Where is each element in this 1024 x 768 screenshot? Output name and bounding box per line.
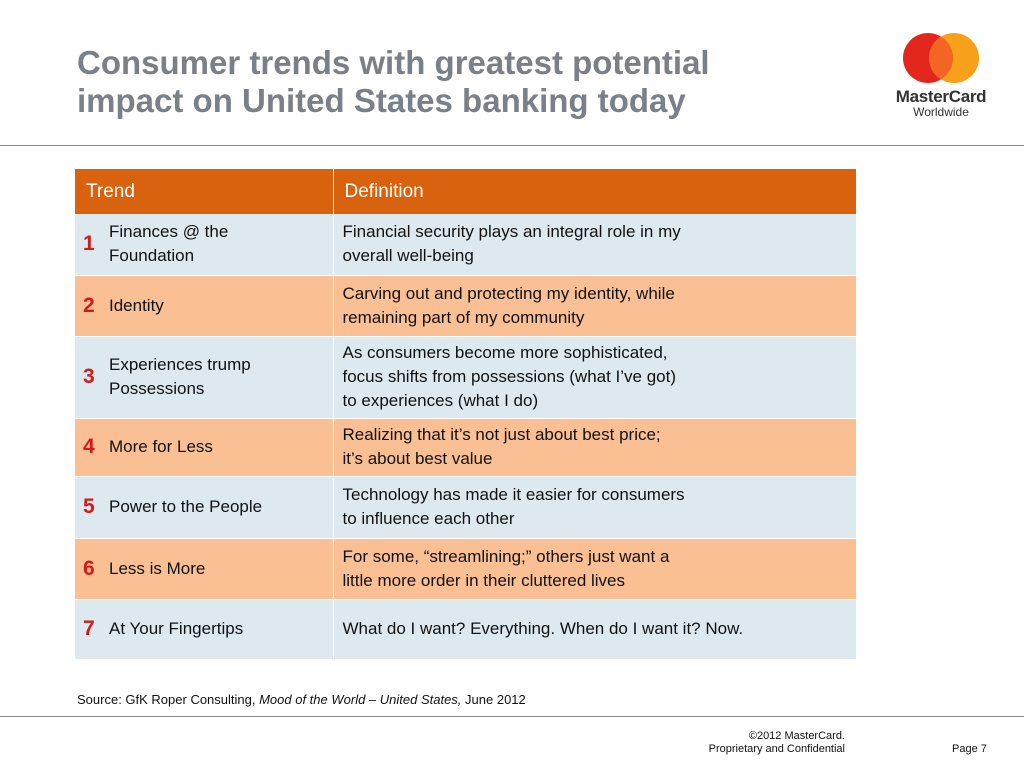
trend-number: 5 xyxy=(83,495,95,518)
trend-number: 1 xyxy=(83,232,95,256)
trend-name: Finances @ the Foundation xyxy=(105,220,228,268)
trend-name-line: At Your Fingertips xyxy=(109,619,244,638)
definition-cell: Realizing that it’s not just about best … xyxy=(333,418,856,477)
trend-name-line: Foundation xyxy=(109,246,195,266)
definition-line: remaining part of my community xyxy=(342,307,585,327)
source-title: Mood of the World – United States, xyxy=(259,692,462,707)
definition-cell: Financial security plays an integral rol… xyxy=(333,214,856,276)
slide-title-line-1: Consumer trends with greatest potential xyxy=(77,44,710,81)
header-divider xyxy=(0,145,1024,146)
trend-cell: 5 Power to the People xyxy=(75,476,334,539)
definition-line: For some, “streamlining;” others just wa… xyxy=(342,546,670,566)
header-trend: Trend xyxy=(75,169,334,214)
table-row: 6 Less is More For some, “streamlining;”… xyxy=(75,538,856,600)
table-row: 3 Experiences trump Possessions As consu… xyxy=(75,336,856,419)
slide-title: Consumer trends with greatest potential … xyxy=(77,44,797,120)
definition-line: What do I want? Everything. When do I wa… xyxy=(342,619,744,638)
trend-name-line: Possessions xyxy=(109,379,205,398)
trend-cell: 1 Finances @ the Foundation xyxy=(75,214,334,276)
definition-cell: For some, “streamlining;” others just wa… xyxy=(333,538,856,600)
trend-name: At Your Fingertips xyxy=(105,617,243,641)
definition-line: As consumers become more sophisticated, xyxy=(342,343,668,362)
definition-line: Realizing that it’s not just about best … xyxy=(342,425,661,444)
table-header-row: Trend Definition xyxy=(75,169,856,214)
confidential-line: Proprietary and Confidential xyxy=(708,743,845,755)
definition-cell: Carving out and protecting my identity, … xyxy=(333,275,856,337)
footer-divider xyxy=(0,716,1024,717)
source-prefix: Source: GfK Roper Consulting, xyxy=(77,692,260,707)
trend-name-line: Less is More xyxy=(109,558,206,578)
table-row: 2 Identity Carving out and protecting my… xyxy=(75,275,856,337)
mastercard-circles-icon xyxy=(903,33,979,83)
definition-line: to influence each other xyxy=(342,509,515,528)
slide-title-line-2: impact on United States banking today xyxy=(77,82,686,119)
table-row: 1 Finances @ the Foundation Financial se… xyxy=(75,214,856,276)
definition-cell: Technology has made it easier for consum… xyxy=(333,476,856,539)
trend-cell: 4 More for Less xyxy=(75,418,334,477)
table-row: 4 More for Less Realizing that it’s not … xyxy=(75,418,856,477)
logo-sub-text: Worldwide xyxy=(913,105,969,119)
trend-number: 2 xyxy=(83,293,95,317)
logo-brand-text: MasterCard xyxy=(895,87,987,106)
definition-line: Financial security plays an integral rol… xyxy=(342,222,681,242)
header-definition: Definition xyxy=(333,169,856,214)
trend-number: 6 xyxy=(83,556,95,580)
mastercard-logo: MasterCard Worldwide xyxy=(888,32,994,122)
trend-name: Identity xyxy=(105,294,164,318)
definition-cell: As consumers become more sophisticated, … xyxy=(333,336,856,419)
trend-name: Power to the People xyxy=(105,495,262,519)
table-row: 7 At Your Fingertips What do I want? Eve… xyxy=(75,599,856,660)
trend-cell: 6 Less is More xyxy=(75,538,334,600)
copyright-line: ©2012 MasterCard. xyxy=(748,730,845,742)
definition-line: Technology has made it easier for consum… xyxy=(342,485,685,504)
definition-line: it’s about best value xyxy=(342,449,493,468)
page-number: Page 7 xyxy=(952,743,987,755)
trend-name: More for Less xyxy=(105,435,213,459)
trend-name-line: Experiences trump xyxy=(109,355,251,374)
trend-name: Less is More xyxy=(105,557,205,581)
source-note: Source: GfK Roper Consulting, Mood of th… xyxy=(77,692,526,707)
trend-name: Experiences trump Possessions xyxy=(105,353,251,401)
definition-cell: What do I want? Everything. When do I wa… xyxy=(333,599,856,660)
trend-name-line: Finances @ the xyxy=(109,222,229,242)
trend-cell: 2 Identity xyxy=(75,275,334,337)
source-date: June 2012 xyxy=(461,692,526,707)
trends-table: Trend Definition 1 Finances @ the Founda… xyxy=(75,169,856,660)
trend-number: 7 xyxy=(83,617,95,640)
trend-cell: 7 At Your Fingertips xyxy=(75,599,334,660)
trend-cell: 3 Experiences trump Possessions xyxy=(75,336,334,419)
definition-line: overall well-being xyxy=(342,246,474,266)
copyright-notice: ©2012 MasterCard. Proprietary and Confid… xyxy=(700,730,845,756)
trend-name-line: More for Less xyxy=(109,437,213,456)
trend-name-line: Identity xyxy=(109,295,164,315)
table-row: 5 Power to the People Technology has mad… xyxy=(75,476,856,539)
trend-number: 3 xyxy=(83,365,95,388)
definition-line: focus shifts from possessions (what I’ve… xyxy=(342,367,677,386)
definition-line: little more order in their cluttered liv… xyxy=(342,570,626,590)
definition-line: to experiences (what I do) xyxy=(342,391,539,410)
trend-name-line: Power to the People xyxy=(109,497,263,516)
trend-number: 4 xyxy=(83,435,95,458)
definition-line: Carving out and protecting my identity, … xyxy=(342,283,675,303)
